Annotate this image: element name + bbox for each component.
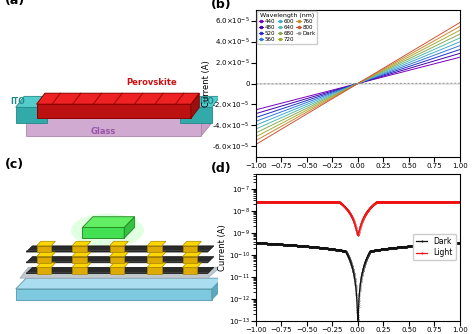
Light — [457, 200, 463, 204]
Polygon shape — [26, 257, 214, 263]
Dark — [414, 244, 419, 248]
Polygon shape — [20, 268, 220, 278]
Polygon shape — [182, 257, 197, 263]
Dark — [355, 319, 361, 323]
Legend: Dark, Light: Dark, Light — [413, 234, 456, 261]
Polygon shape — [191, 93, 199, 118]
Polygon shape — [181, 107, 212, 123]
Light — [451, 200, 457, 204]
Polygon shape — [109, 257, 124, 263]
Y-axis label: Current (A): Current (A) — [218, 224, 227, 271]
Text: Glass: Glass — [91, 127, 116, 136]
Polygon shape — [26, 104, 212, 117]
Polygon shape — [36, 252, 55, 257]
Polygon shape — [72, 241, 91, 246]
Polygon shape — [16, 96, 55, 107]
Dark — [264, 241, 269, 245]
Polygon shape — [182, 268, 197, 274]
Dark — [457, 241, 463, 245]
Line: Dark: Dark — [256, 243, 460, 321]
Polygon shape — [82, 227, 124, 238]
Text: (c): (c) — [5, 158, 25, 171]
Polygon shape — [72, 252, 91, 257]
Ellipse shape — [71, 214, 144, 247]
Polygon shape — [181, 96, 220, 107]
Light — [451, 200, 457, 204]
Polygon shape — [36, 93, 199, 104]
Polygon shape — [124, 217, 135, 238]
Polygon shape — [201, 104, 212, 136]
Polygon shape — [109, 246, 124, 252]
Light — [264, 200, 269, 204]
Polygon shape — [109, 252, 128, 257]
Text: (d): (d) — [211, 162, 232, 175]
Polygon shape — [147, 263, 166, 268]
Light — [352, 223, 358, 227]
Light — [253, 200, 259, 204]
Polygon shape — [36, 246, 51, 252]
Dark — [451, 241, 457, 245]
Polygon shape — [36, 241, 55, 246]
Text: (b): (b) — [211, 0, 232, 11]
Polygon shape — [182, 263, 201, 268]
Text: Perovskite: Perovskite — [126, 78, 177, 88]
Line: Light: Light — [256, 202, 460, 235]
Polygon shape — [147, 246, 162, 252]
Light — [355, 233, 361, 237]
Text: ITO: ITO — [10, 97, 25, 106]
Polygon shape — [147, 257, 162, 263]
Polygon shape — [26, 117, 201, 136]
Polygon shape — [26, 250, 208, 251]
Polygon shape — [182, 252, 201, 257]
Text: (a): (a) — [5, 0, 26, 7]
Polygon shape — [72, 257, 87, 263]
Polygon shape — [109, 268, 124, 274]
X-axis label: Voltage (V): Voltage (V) — [335, 175, 381, 184]
Polygon shape — [16, 289, 212, 300]
Polygon shape — [16, 278, 222, 289]
Legend: 440, 480, 520, 560, 600, 640, 680, 720, 760, 800, Dark: 440, 480, 520, 560, 600, 640, 680, 720, … — [257, 11, 318, 44]
Polygon shape — [82, 217, 135, 227]
Text: ITO: ITO — [199, 97, 214, 106]
Dark — [451, 241, 457, 245]
Polygon shape — [16, 107, 47, 123]
Polygon shape — [147, 241, 166, 246]
Polygon shape — [182, 246, 197, 252]
Light — [414, 200, 419, 204]
Polygon shape — [36, 104, 191, 118]
Polygon shape — [182, 241, 201, 246]
Polygon shape — [36, 268, 51, 274]
Polygon shape — [26, 261, 208, 262]
Light — [347, 211, 353, 215]
Polygon shape — [147, 268, 162, 274]
Polygon shape — [26, 268, 214, 274]
Polygon shape — [26, 272, 208, 273]
Polygon shape — [109, 263, 128, 268]
Polygon shape — [72, 268, 87, 274]
Polygon shape — [212, 278, 222, 300]
Y-axis label: Current (A): Current (A) — [202, 60, 211, 107]
Polygon shape — [26, 246, 214, 252]
Polygon shape — [109, 241, 128, 246]
Polygon shape — [72, 246, 87, 252]
Dark — [352, 280, 358, 284]
Polygon shape — [147, 252, 166, 257]
Polygon shape — [36, 257, 51, 263]
Polygon shape — [72, 263, 91, 268]
Polygon shape — [36, 263, 55, 268]
Dark — [347, 258, 353, 262]
Dark — [253, 241, 259, 245]
